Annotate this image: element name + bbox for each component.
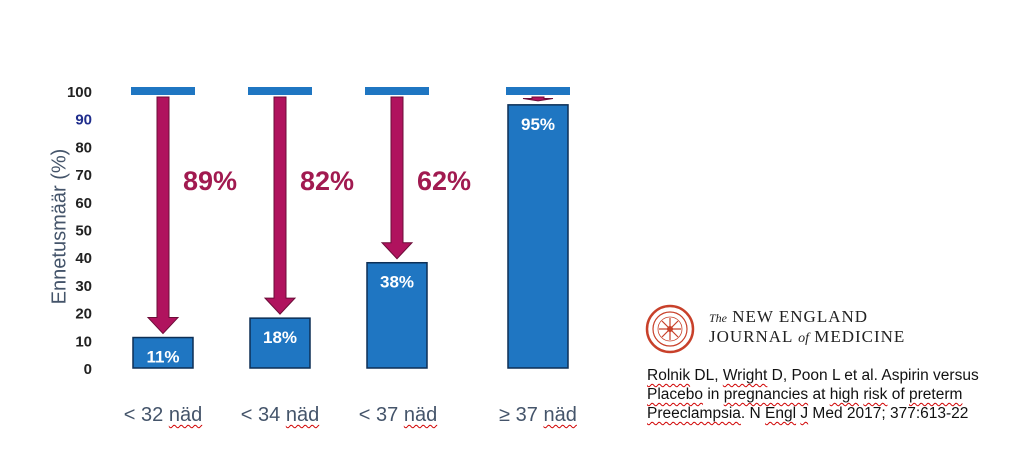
bar-value-label: 38% <box>380 273 414 292</box>
reduction-arrow <box>146 96 180 335</box>
y-tick-label: 90 <box>75 112 92 129</box>
baseline-cap <box>365 87 429 95</box>
reduction-arrow <box>380 96 414 260</box>
y-tick-label: 30 <box>75 278 92 295</box>
y-tick-label: 0 <box>84 361 92 378</box>
journal-name-line1: The NEW ENGLAND <box>709 307 869 326</box>
y-axis-label: Ennetusmäär (%) <box>48 148 71 305</box>
y-tick-label: 40 <box>75 250 92 267</box>
bar <box>249 317 311 369</box>
category-label: < 34 näd <box>240 404 320 426</box>
journal-name-line2: JOURNAL of MEDICINE <box>709 327 906 346</box>
y-tick-label: 10 <box>75 333 92 350</box>
citation-text: Rolnik DL, Wright D, Poon L et al. Aspir… <box>647 367 979 422</box>
nejm-logo: The NEW ENGLAND JOURNAL of MEDICINE <box>645 302 985 354</box>
category-label: ≥ 37 näd <box>499 404 577 426</box>
y-tick-label: 70 <box>75 167 92 184</box>
nejm-seal-icon <box>645 304 695 354</box>
bar <box>366 261 428 369</box>
bar-value-label: 18% <box>263 328 297 347</box>
baseline-cap <box>131 87 195 95</box>
category-label: < 37 näd <box>358 404 438 426</box>
baseline-cap <box>248 87 312 95</box>
baseline-cap <box>506 87 570 95</box>
bar <box>132 336 194 369</box>
bar-value-label: 11% <box>146 348 179 367</box>
reduction-arrow <box>263 96 297 315</box>
bar <box>507 104 569 369</box>
y-tick-label: 100 <box>67 84 92 101</box>
reduction-arrow <box>522 96 554 102</box>
reduction-label: 62% <box>417 166 471 196</box>
y-tick-label: 50 <box>75 223 92 240</box>
reduction-label: 89% <box>183 166 237 196</box>
y-tick-label: 20 <box>75 306 92 323</box>
bar-value-label: 95% <box>521 115 555 134</box>
y-tick-label: 60 <box>75 195 92 212</box>
category-label: < 32 näd <box>123 404 203 426</box>
reduction-label: 82% <box>300 166 354 196</box>
y-tick-label: 80 <box>75 139 92 156</box>
